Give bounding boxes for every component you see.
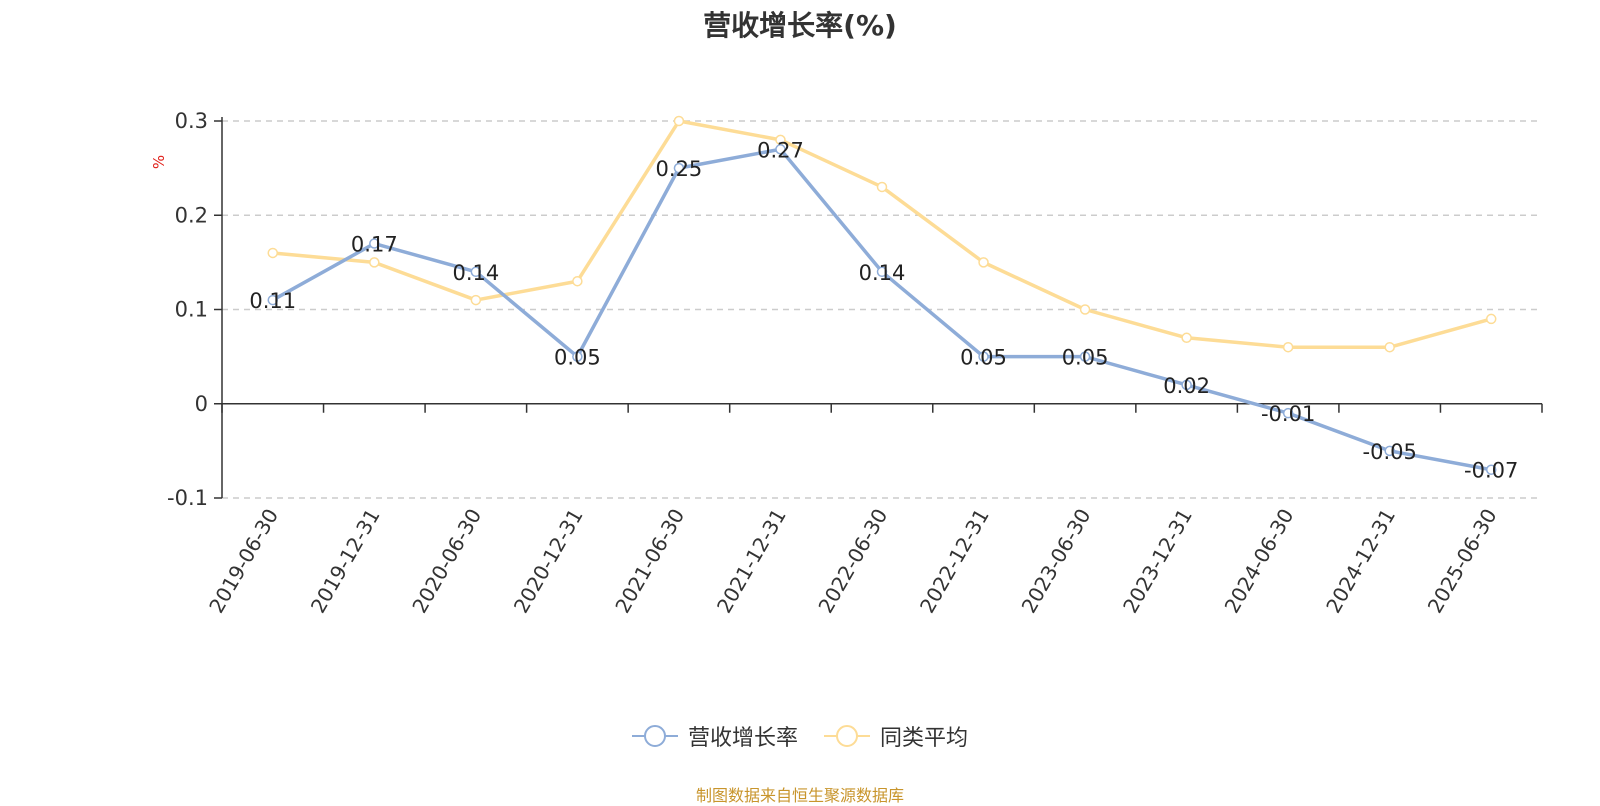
data-label: 0.02 bbox=[1163, 374, 1210, 398]
data-point-peer-average bbox=[1181, 332, 1192, 344]
data-point-peer-average bbox=[1079, 304, 1091, 315]
legend-marker-peer-average-icon bbox=[824, 725, 870, 747]
data-point-peer-average bbox=[978, 257, 989, 268]
legend: 营收增长率 同类平均 bbox=[0, 720, 1600, 752]
x-tick-label: 2021-06-30 bbox=[610, 505, 689, 618]
data-point-revenue-growth bbox=[1384, 445, 1395, 457]
chart-title: 营收增长率(%) bbox=[703, 9, 897, 42]
x-tick-label: 2024-06-30 bbox=[1220, 505, 1299, 618]
data-point-revenue-growth bbox=[1181, 379, 1192, 391]
y-tick-label: 0.2 bbox=[175, 203, 208, 227]
data-point-peer-average bbox=[267, 247, 279, 259]
x-tick-label: 2019-06-30 bbox=[204, 505, 283, 618]
data-label: 0.27 bbox=[757, 138, 804, 162]
x-tick-label: 2023-06-30 bbox=[1017, 505, 1096, 618]
x-tick-label: 2020-06-30 bbox=[407, 505, 486, 618]
data-label: -0.05 bbox=[1363, 440, 1417, 464]
legend-item-revenue-growth[interactable]: 营收增长率 bbox=[631, 720, 798, 752]
data-point-revenue-growth bbox=[369, 238, 380, 249]
data-point-peer-average bbox=[369, 257, 380, 268]
legend-marker-revenue-growth-icon bbox=[631, 725, 678, 747]
data-point-peer-average bbox=[1282, 341, 1294, 353]
y-axis-label: % bbox=[150, 155, 168, 169]
data-point-revenue-growth bbox=[1079, 351, 1091, 362]
source-note: 制图数据来自恒生聚源数据库 bbox=[695, 786, 904, 805]
data-label: -0.07 bbox=[1464, 459, 1518, 483]
data-label: 0.05 bbox=[554, 346, 601, 370]
data-label: 0.05 bbox=[960, 346, 1007, 370]
data-label: 0.25 bbox=[656, 157, 703, 181]
x-tick-label: 2023-12-31 bbox=[1118, 505, 1197, 618]
data-point-revenue-growth bbox=[978, 351, 989, 362]
data-point-revenue-growth bbox=[775, 144, 786, 155]
data-label: 0.14 bbox=[859, 261, 906, 285]
y-tick-label: 0.3 bbox=[175, 109, 208, 133]
y-tick-label: 0 bbox=[195, 392, 208, 416]
x-tick-label: 2024-12-31 bbox=[1321, 505, 1400, 618]
x-tick-label: 2025-06-30 bbox=[1423, 505, 1502, 618]
data-point-revenue-growth bbox=[1282, 407, 1294, 419]
data-label: 0.17 bbox=[351, 233, 398, 257]
data-point-peer-average bbox=[673, 115, 685, 127]
x-tick-label: 2021-12-31 bbox=[712, 505, 791, 618]
data-label: 0.14 bbox=[452, 261, 499, 285]
data-point-peer-average bbox=[876, 181, 888, 193]
data-point-revenue-growth bbox=[673, 162, 685, 174]
data-point-peer-average bbox=[1384, 341, 1395, 353]
data-point-peer-average bbox=[470, 294, 482, 306]
legend-item-peer-average[interactable]: 同类平均 bbox=[824, 720, 968, 752]
x-tick-label: 2020-12-31 bbox=[509, 505, 588, 618]
data-point-revenue-growth bbox=[572, 351, 583, 362]
series-line-peer-average bbox=[272, 119, 1492, 349]
data-point-revenue-growth bbox=[470, 266, 482, 278]
data-point-revenue-growth bbox=[876, 266, 888, 278]
x-tick-label: 2019-12-31 bbox=[306, 505, 385, 618]
y-tick-label: -0.1 bbox=[167, 486, 208, 510]
data-point-revenue-growth bbox=[267, 294, 279, 306]
data-point-peer-average bbox=[1485, 313, 1497, 325]
data-point-revenue-growth bbox=[1485, 464, 1497, 475]
x-tick-label: 2022-12-31 bbox=[915, 505, 994, 618]
y-tick-label: 0.1 bbox=[175, 298, 208, 322]
x-tick-label: 2022-06-30 bbox=[813, 505, 892, 618]
data-point-peer-average bbox=[572, 275, 583, 287]
data-label: 0.05 bbox=[1062, 346, 1109, 370]
data-label: 0.11 bbox=[249, 289, 296, 313]
legend-label-peer-average: 同类平均 bbox=[880, 726, 969, 751]
data-label: -0.01 bbox=[1261, 402, 1315, 426]
legend-label-revenue-growth: 营收增长率 bbox=[687, 726, 798, 751]
